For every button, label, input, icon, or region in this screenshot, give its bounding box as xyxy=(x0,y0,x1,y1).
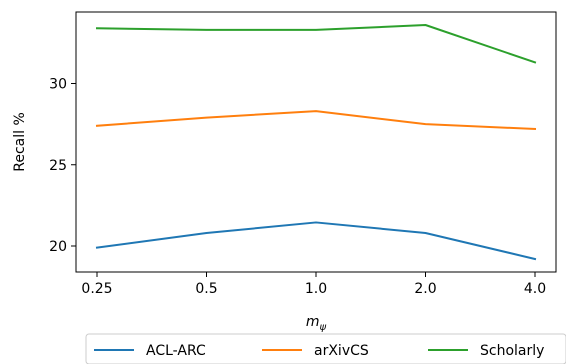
x-axis-label: mψ xyxy=(306,314,327,333)
series-line-0 xyxy=(95,221,537,261)
legend-label: Scholarly xyxy=(480,343,544,359)
x-tick-label: 1.0 xyxy=(305,281,327,297)
y-tick-label: 25 xyxy=(49,158,67,174)
x-tick-label: 0.25 xyxy=(81,281,112,297)
legend-box xyxy=(85,333,566,364)
series-layer xyxy=(95,24,537,261)
y-axis-ticks: 20 25 30 xyxy=(49,77,76,255)
series-line-2 xyxy=(95,24,537,64)
y-tick-label: 20 xyxy=(49,239,67,255)
y-axis-label: Recall % xyxy=(12,112,28,172)
legend-label: arXivCS xyxy=(314,343,369,359)
legend-label: ACL-ARC xyxy=(146,343,206,359)
plot-area xyxy=(75,11,557,273)
x-axis-label-base: m xyxy=(306,314,320,330)
x-axis-label-sub: ψ xyxy=(320,322,327,333)
legend: ACL-ARC arXivCS Scholarly xyxy=(85,333,566,364)
y-tick-label: 30 xyxy=(49,77,67,93)
x-tick-label: 2.0 xyxy=(414,281,436,297)
x-axis-ticks: 0.25 0.5 1.0 2.0 4.0 xyxy=(81,272,546,297)
x-tick-label: 0.5 xyxy=(195,281,217,297)
x-tick-label: 4.0 xyxy=(524,281,546,297)
series-line-1 xyxy=(95,110,537,131)
